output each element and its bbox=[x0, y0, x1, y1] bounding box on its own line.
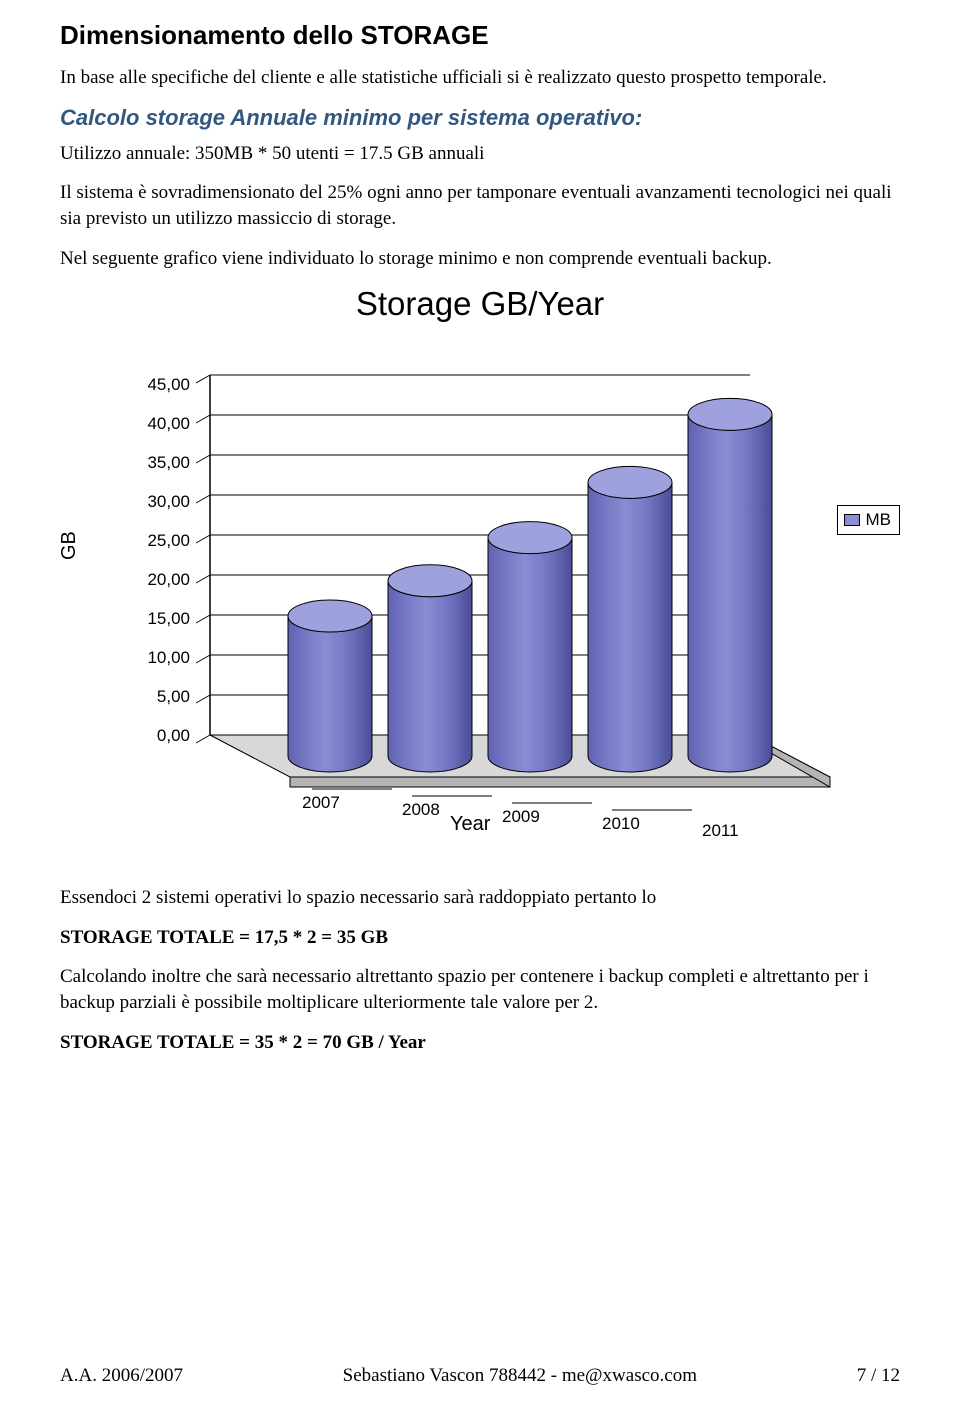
legend-swatch bbox=[844, 514, 860, 526]
footer-right: 7 / 12 bbox=[857, 1365, 900, 1387]
storage-total-1: STORAGE TOTALE = 17,5 * 2 = 35 GB bbox=[60, 925, 900, 951]
intro-paragraph: In base alle specifiche del cliente e al… bbox=[60, 65, 900, 91]
page-title: Dimensionamento dello STORAGE bbox=[60, 20, 900, 51]
footer-left: A.A. 2006/2007 bbox=[60, 1365, 183, 1387]
explain-1: Il sistema è sovradimensionato del 25% o… bbox=[60, 180, 900, 231]
chart-canvas bbox=[150, 335, 900, 815]
x-tick: 2010 bbox=[602, 814, 640, 834]
y-axis-label: GB bbox=[58, 531, 81, 560]
x-axis-label: Year bbox=[450, 813, 490, 836]
page: Dimensionamento dello STORAGE In base al… bbox=[0, 0, 960, 1421]
calc-line: Utilizzo annuale: 350MB * 50 utenti = 17… bbox=[60, 141, 900, 167]
footer-center: Sebastiano Vascon 788442 - me@xwasco.com bbox=[343, 1365, 697, 1387]
explain-2: Nel seguente grafico viene individuato l… bbox=[60, 246, 900, 272]
x-tick: 2007 bbox=[302, 793, 340, 813]
result-2: Calcolando inoltre che sarà necessario a… bbox=[60, 964, 900, 1015]
legend-label: MB bbox=[866, 510, 892, 530]
chart-legend: MB bbox=[837, 505, 901, 535]
storage-total-2: STORAGE TOTALE = 35 * 2 = 70 GB / Year bbox=[60, 1030, 900, 1056]
storage-chart: GB 0,005,0010,0015,0020,0025,0030,0035,0… bbox=[60, 315, 900, 845]
x-tick: 2011 bbox=[702, 821, 739, 841]
x-tick: 2009 bbox=[502, 807, 540, 827]
x-tick: 2008 bbox=[402, 800, 440, 820]
result-1: Essendoci 2 sistemi operativi lo spazio … bbox=[60, 885, 900, 911]
section-heading: Calcolo storage Annuale minimo per siste… bbox=[60, 105, 900, 131]
page-footer: A.A. 2006/2007 Sebastiano Vascon 788442 … bbox=[60, 1365, 900, 1387]
